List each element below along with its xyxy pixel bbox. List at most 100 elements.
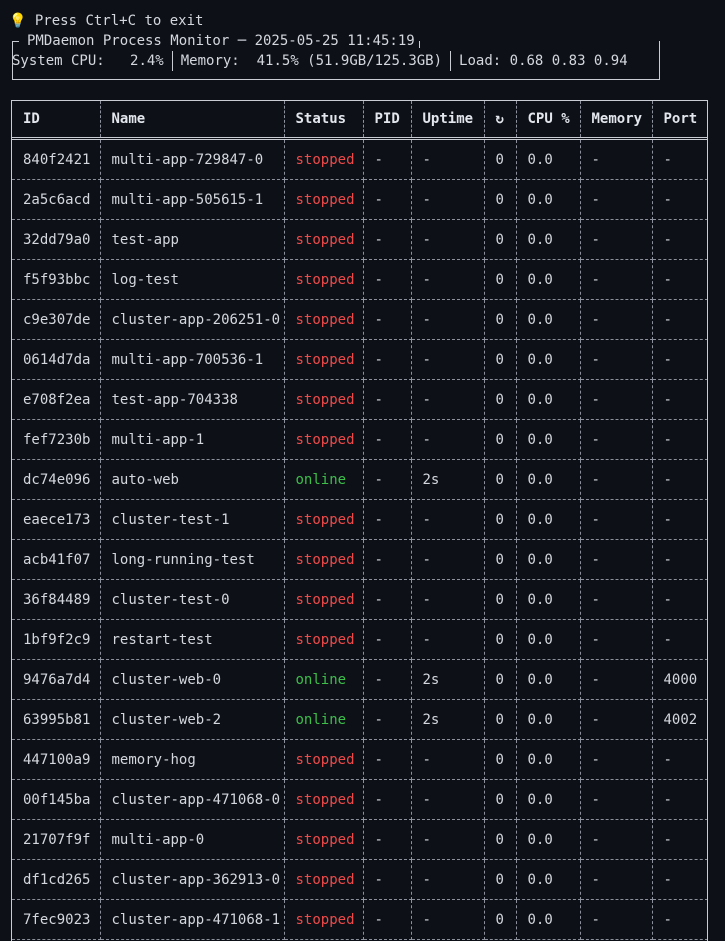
process-cpu-cell: 0.0 xyxy=(516,659,581,700)
process-memory-cell: - xyxy=(580,138,653,180)
table-row: df1cd265 cluster-app-362913-0 stopped - -0 0.… xyxy=(12,859,707,900)
process-id-cell: acb41f07 xyxy=(12,539,101,580)
process-status-cell: stopped xyxy=(284,899,364,940)
process-name-cell: test-app xyxy=(100,219,285,260)
memory-label: Memory: xyxy=(180,53,240,69)
load-value: 0.68 0.83 0.94 xyxy=(509,53,628,69)
process-uptime-cell: - xyxy=(411,138,485,180)
process-name-cell: auto-web xyxy=(100,459,285,500)
process-restarts-cell: 0 xyxy=(484,739,517,780)
process-id-cell: 447100a9 xyxy=(12,739,101,780)
column-header-memory: Memory xyxy=(580,101,653,140)
process-status-cell: stopped xyxy=(284,859,364,900)
process-restarts-cell: 0 xyxy=(484,619,517,660)
table-header-row: ID Name Status PID Uptime ↻ CPU % Memory… xyxy=(12,101,707,140)
process-status-cell: online xyxy=(284,699,364,740)
column-header-name: Name xyxy=(100,101,285,140)
process-name-cell: multi-app-505615-1 xyxy=(100,179,285,220)
process-uptime-cell: - xyxy=(411,299,485,340)
table-row: e708f2ea test-app-704338 stopped - -0 0.0- - xyxy=(12,379,707,420)
table-row: 447100a9 memory-hog stopped - -0 0.0- - xyxy=(12,739,707,780)
table-row: 7fec9023 cluster-app-471068-1 stopped - -0 0.… xyxy=(12,899,707,940)
process-restarts-cell: 0 xyxy=(484,699,517,740)
process-port-cell: - xyxy=(652,419,707,460)
process-uptime-cell: - xyxy=(411,499,485,540)
process-uptime-cell: - xyxy=(411,779,485,820)
process-status-cell: stopped xyxy=(284,819,364,860)
cpu-stat: System CPU: 2.4% xyxy=(12,51,164,71)
process-pid-cell: - xyxy=(363,219,412,260)
column-header-pid: PID xyxy=(363,101,412,140)
process-port-cell: 4000 xyxy=(652,659,707,700)
column-header-cpu: CPU % xyxy=(516,101,581,140)
process-restarts-cell: 0 xyxy=(484,659,517,700)
process-uptime-cell: - xyxy=(411,819,485,860)
process-name-cell: cluster-web-0 xyxy=(100,659,285,700)
process-port-cell: - xyxy=(652,138,707,180)
column-header-status: Status xyxy=(284,101,364,140)
process-name-cell: multi-app-1 xyxy=(100,419,285,460)
process-restarts-cell: 0 xyxy=(484,499,517,540)
process-restarts-cell: 0 xyxy=(484,779,517,820)
process-status-cell: stopped xyxy=(284,739,364,780)
exit-hint: 💡 Press Ctrl+C to exit xyxy=(9,11,203,31)
process-port-cell: - xyxy=(652,379,707,420)
process-pid-cell: - xyxy=(363,619,412,660)
process-memory-cell: - xyxy=(580,539,653,580)
process-uptime-cell: - xyxy=(411,419,485,460)
process-name-cell: memory-hog xyxy=(100,739,285,780)
process-memory-cell: - xyxy=(580,339,653,380)
process-status-cell: stopped xyxy=(284,339,364,380)
process-port-cell: - xyxy=(652,619,707,660)
process-name-cell: cluster-app-471068-0 xyxy=(100,779,285,820)
process-uptime-cell: - xyxy=(411,579,485,620)
process-name-cell: cluster-app-362913-0 xyxy=(100,859,285,900)
process-cpu-cell: 0.0 xyxy=(516,699,581,740)
process-table-container: ID Name Status PID Uptime ↻ CPU % Memory… xyxy=(11,100,708,941)
process-uptime-cell: - xyxy=(411,339,485,380)
process-id-cell: 1bf9f2c9 xyxy=(12,619,101,660)
process-pid-cell: - xyxy=(363,579,412,620)
process-restarts-cell: 0 xyxy=(484,859,517,900)
process-uptime-cell: - xyxy=(411,539,485,580)
process-restarts-cell: 0 xyxy=(484,819,517,860)
process-memory-cell: - xyxy=(580,779,653,820)
table-row: 36f84489 cluster-test-0 stopped - -0 0.0- - xyxy=(12,579,707,620)
process-cpu-cell: 0.0 xyxy=(516,259,581,300)
table-row: acb41f07 long-running-test stopped - -0 0.0- - xyxy=(12,539,707,580)
process-cpu-cell: 0.0 xyxy=(516,579,581,620)
process-port-cell: - xyxy=(652,259,707,300)
process-restarts-cell: 0 xyxy=(484,138,517,180)
table-row: 00f145ba cluster-app-471068-0 stopped - -0 0.… xyxy=(12,779,707,820)
process-cpu-cell: 0.0 xyxy=(516,539,581,580)
process-uptime-cell: - xyxy=(411,899,485,940)
process-name-cell: cluster-app-471068-1 xyxy=(100,899,285,940)
process-cpu-cell: 0.0 xyxy=(516,899,581,940)
process-status-cell: stopped xyxy=(284,579,364,620)
process-memory-cell: - xyxy=(580,259,653,300)
process-port-cell: - xyxy=(652,459,707,500)
process-memory-cell: - xyxy=(580,819,653,860)
process-memory-cell: - xyxy=(580,859,653,900)
process-pid-cell: - xyxy=(363,138,412,180)
process-id-cell: dc74e096 xyxy=(12,459,101,500)
process-pid-cell: - xyxy=(363,339,412,380)
process-pid-cell: - xyxy=(363,179,412,220)
table-row: c9e307de cluster-app-206251-0 stopped - -0 0.… xyxy=(12,299,707,340)
process-id-cell: c9e307de xyxy=(12,299,101,340)
process-port-cell: - xyxy=(652,579,707,620)
process-status-cell: stopped xyxy=(284,179,364,220)
cpu-value: 2.4% xyxy=(130,53,164,69)
process-cpu-cell: 0.0 xyxy=(516,179,581,220)
process-name-cell: multi-app-729847-0 xyxy=(100,138,285,180)
process-port-cell: - xyxy=(652,299,707,340)
process-name-cell: test-app-704338 xyxy=(100,379,285,420)
process-port-cell: - xyxy=(652,219,707,260)
process-status-cell: stopped xyxy=(284,299,364,340)
process-id-cell: e708f2ea xyxy=(12,379,101,420)
process-id-cell: 7fec9023 xyxy=(12,899,101,940)
process-id-cell: 2a5c6acd xyxy=(12,179,101,220)
table-row: 9476a7d4 cluster-web-0 online -2s 0 0.0-4000 xyxy=(12,659,707,700)
table-row: eaece173 cluster-test-1 stopped - -0 0.0- - xyxy=(12,499,707,540)
table-row: f5f93bbc log-test stopped - -0 0.0- - xyxy=(12,259,707,300)
